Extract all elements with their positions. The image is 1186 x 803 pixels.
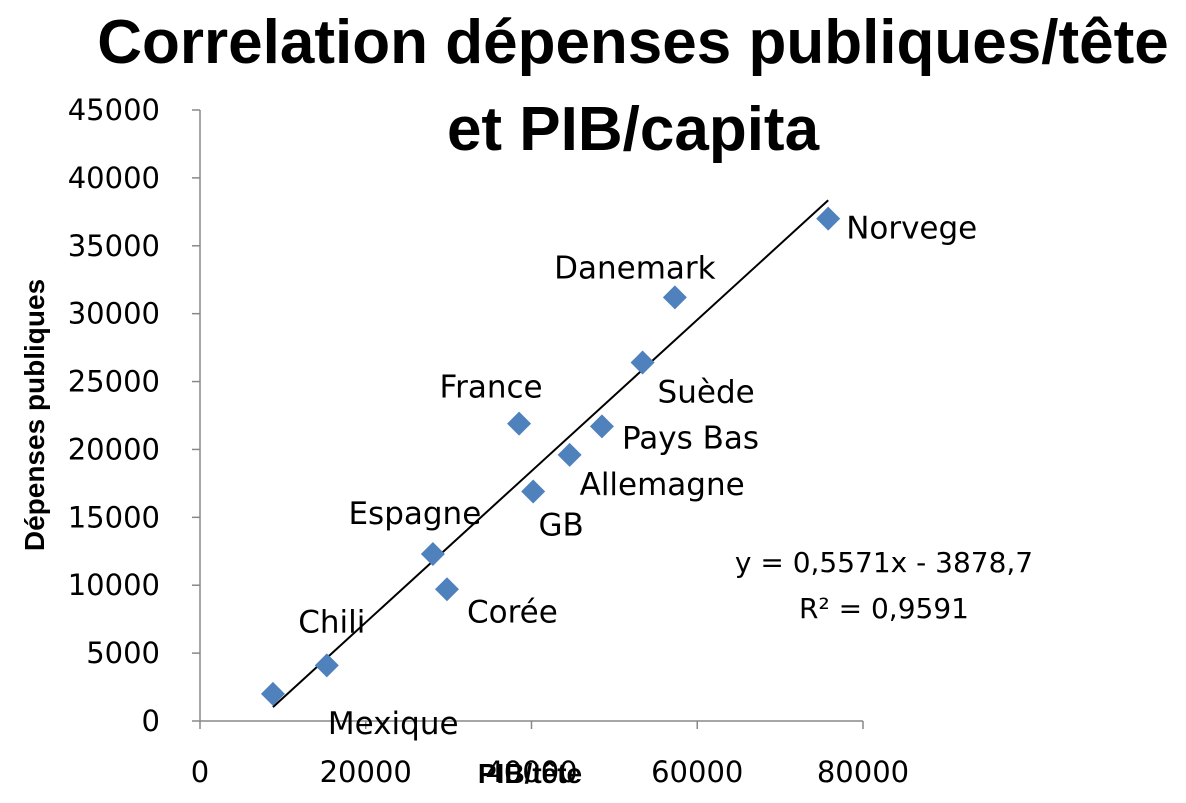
y-tick-label: 10000 [68,568,160,602]
trendline-r-squared: R² = 0,9591 [799,592,969,625]
x-tick-label: 20000 [320,755,412,789]
x-tick-label: 80000 [817,755,909,789]
data-point-label: Danemark [554,250,716,286]
y-tick-label: 35000 [68,229,160,263]
x-axis-title: PIB/tête [478,758,582,789]
x-tick-label: 60000 [651,755,743,789]
chart-title-line-2: et PIB/capita [447,95,820,164]
y-tick-label: 5000 [86,636,160,670]
data-point [630,350,655,375]
x-tick-label: 40000 [485,755,577,789]
y-tick-label: 25000 [68,365,160,399]
y-axis-title: Dépenses publiques [19,279,50,551]
data-point [260,681,285,706]
data-point [420,541,445,566]
y-tick-label: 30000 [68,297,160,331]
trendline [272,199,829,708]
y-tick-label: 40000 [68,161,160,195]
y-tick-label: 20000 [68,432,160,466]
data-point-label: Allemagne [580,467,745,503]
data-point-label: Norvege [846,211,977,247]
data-point-label: Mexique [328,706,459,742]
data-point [557,442,582,467]
data-point [521,479,546,504]
axes: 0 5000 10000 15000 20000 25000 30000 35000 40000… [68,93,909,789]
data-point-label: GB [539,508,584,544]
data-point [507,411,532,436]
trendline-equation: y = 0,5571x - 3878,7 [735,546,1033,579]
y-tick-label: 15000 [68,500,160,534]
data-point [434,577,459,602]
chart-title-line-1: Correlation dépenses publiques/tête [97,8,1168,77]
data-point-label: Corée [467,594,558,630]
y-tick-label: 0 [142,704,160,738]
data-point-label: France [440,370,543,406]
titles-group: Correlation dépenses publiques/tête et P… [19,8,1169,789]
y-tick-label: 45000 [68,93,160,127]
data-point [662,285,687,310]
data-point [816,206,841,231]
data-point-label: Suède [658,375,755,411]
points-group [260,206,841,706]
data-point [589,414,614,439]
data-point-label: Espagne [348,496,481,532]
data-point-label: Chili [298,604,365,640]
data-point-label: Pays Bas [622,420,759,456]
data-point [314,653,339,678]
point-labels-group: Mexique Chili Espagne Corée France GB Allemagn… [298,211,977,742]
trendline-group [272,199,829,708]
x-tick-label: 0 [191,755,209,789]
